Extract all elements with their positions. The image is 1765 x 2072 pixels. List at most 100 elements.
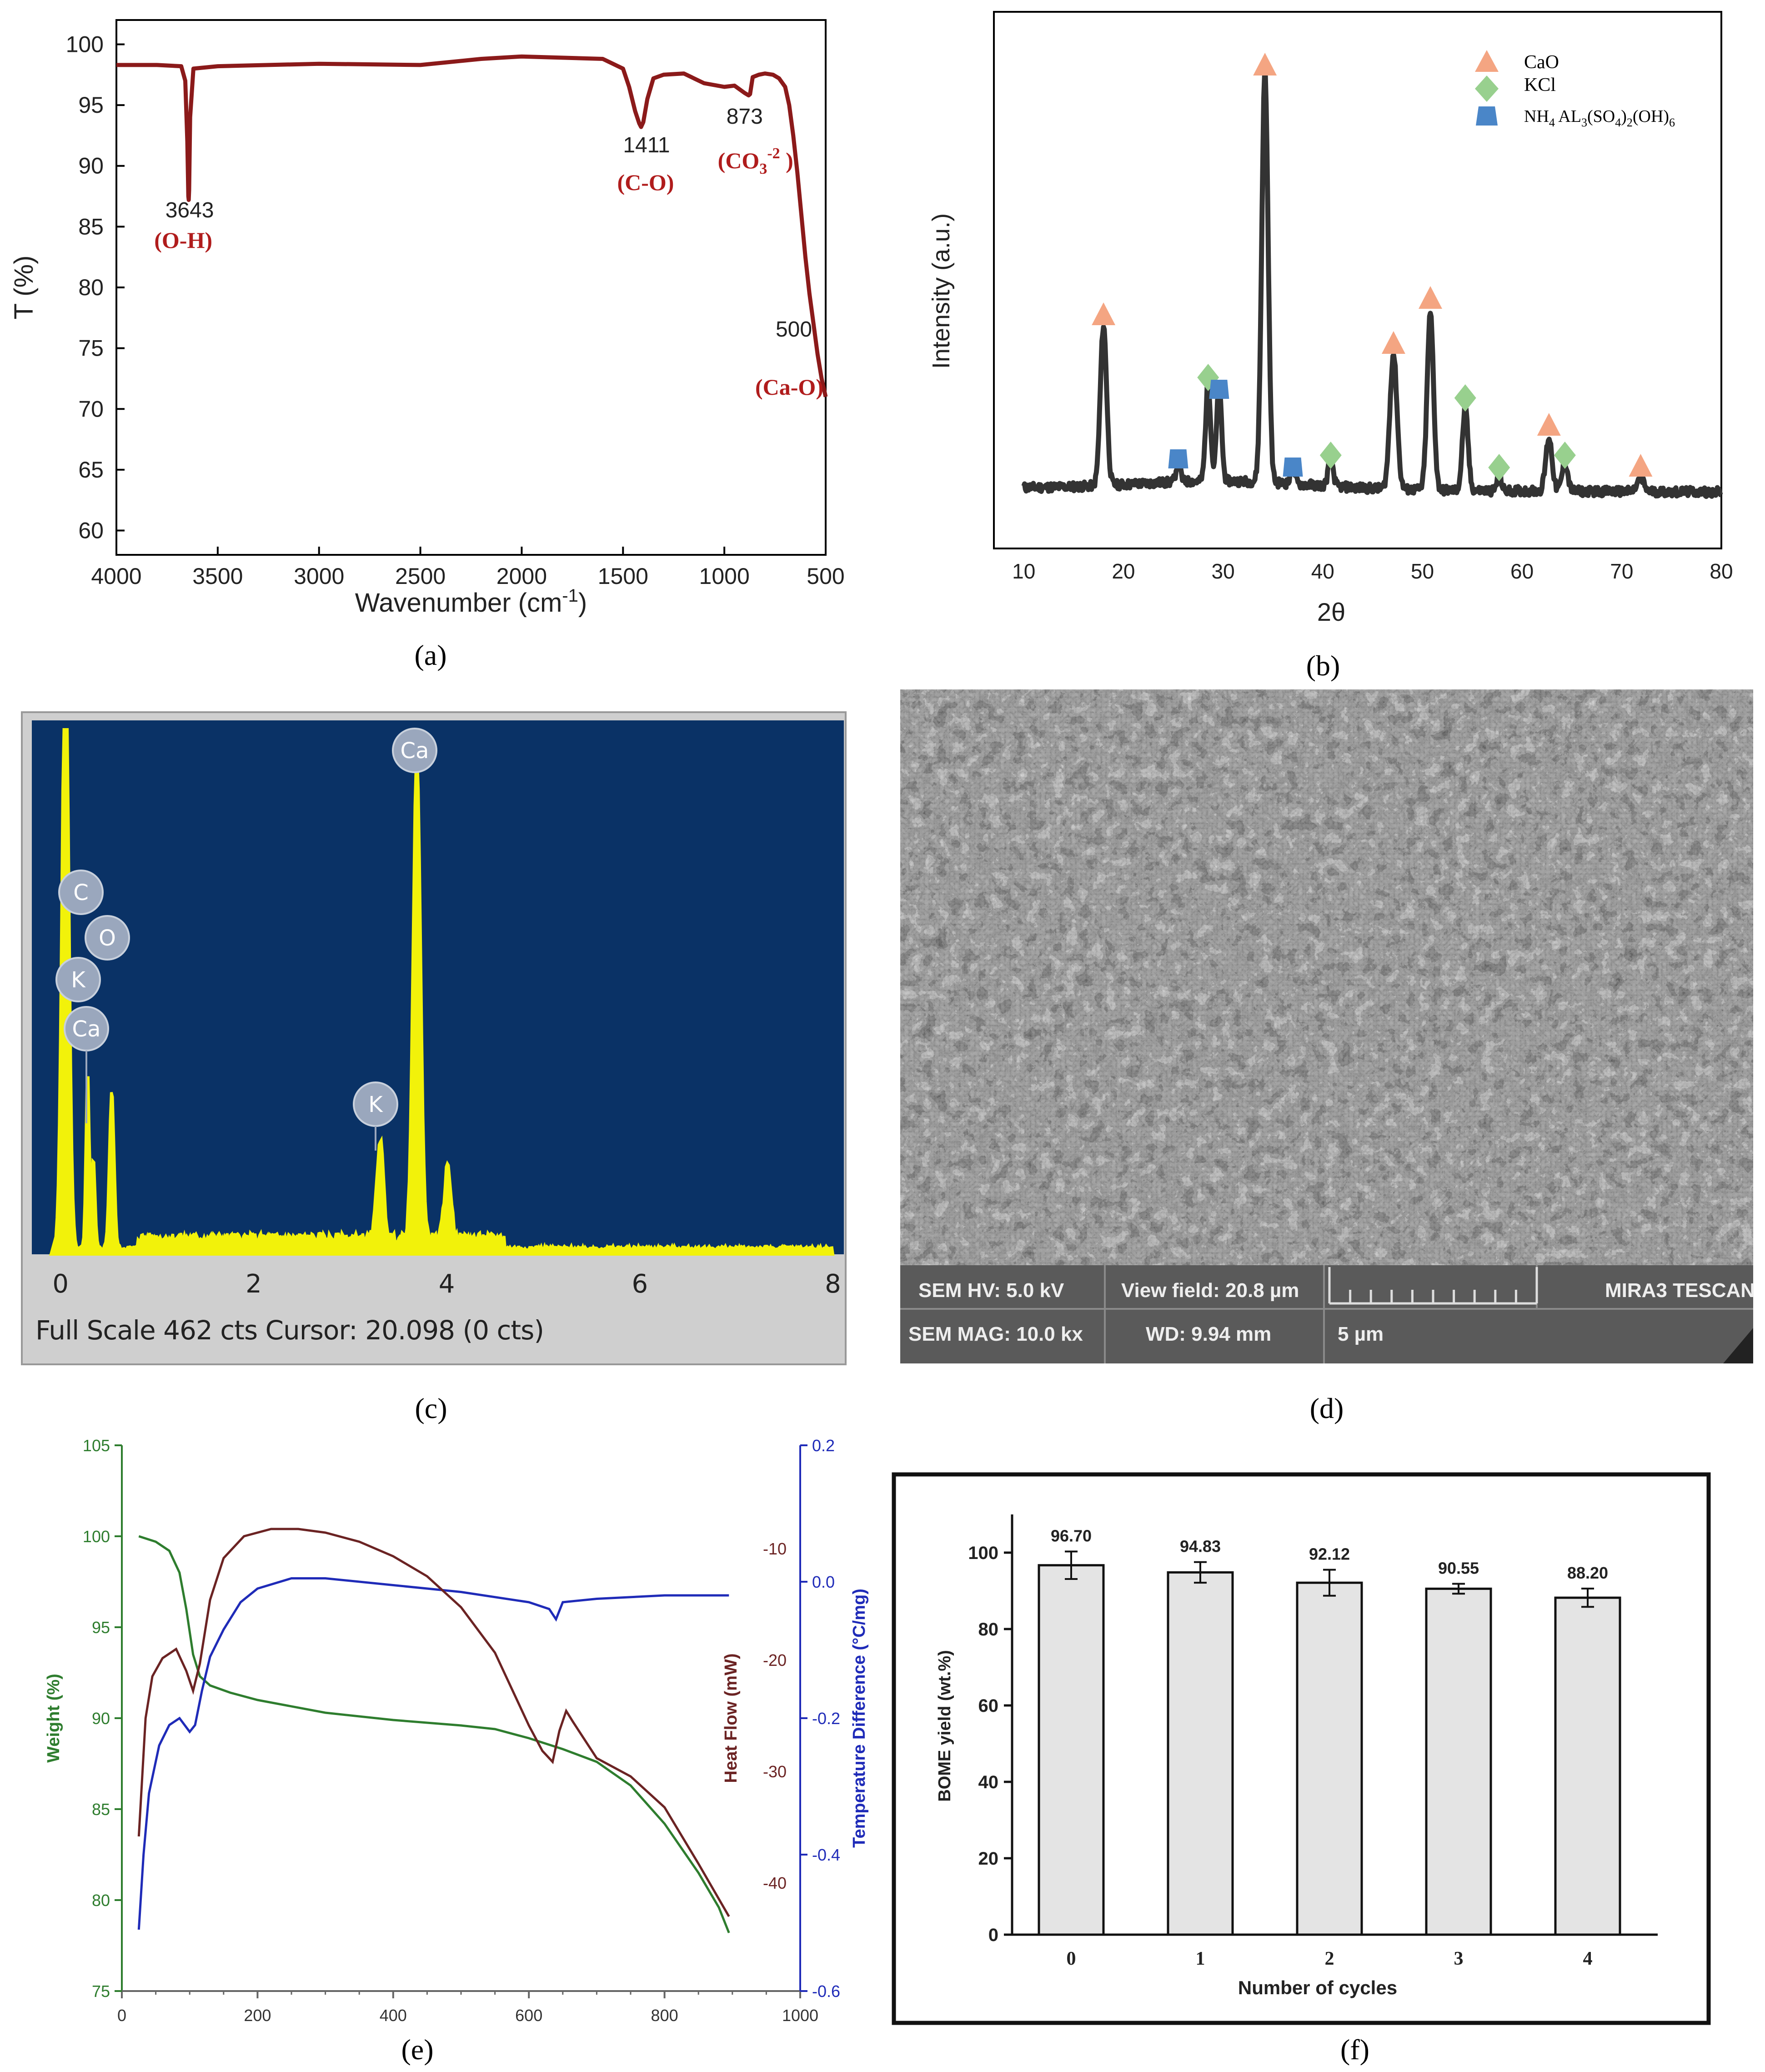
- bome-value-label: 96.70: [1051, 1526, 1092, 1545]
- eds-x-tick-label: 8: [825, 1269, 841, 1299]
- tga-x-tick-label: 400: [380, 2006, 407, 2025]
- ftir-x-tick-label: 1500: [598, 563, 648, 589]
- eds-x-tick-label: 6: [632, 1269, 648, 1299]
- panel-label-c: (c): [415, 1392, 447, 1424]
- ftir-y-tick-label: 70: [78, 396, 104, 422]
- tga-heat-flow-tick-label: -40: [763, 1874, 787, 1892]
- tga-heat-flow-tick-label: -10: [763, 1539, 787, 1558]
- legend-cao-marker: [1475, 50, 1499, 72]
- xrd-cao-marker: [1629, 454, 1653, 477]
- eds-element-badge: [55, 957, 101, 1002]
- panel-label-b: (b): [1306, 649, 1340, 682]
- ftir-x-tick-label: 3500: [192, 563, 243, 589]
- eds-element-badge: [58, 870, 104, 915]
- bome-y-tick-label: 100: [968, 1543, 998, 1563]
- eds-element-label: K: [368, 1092, 383, 1117]
- panel-label-a: (a): [414, 639, 446, 671]
- eds-element-label: C: [73, 880, 89, 905]
- xrd-pattern-line: [1021, 71, 1723, 499]
- bome-value-label: 88.20: [1567, 1564, 1608, 1582]
- bome-y-tick-label: 0: [988, 1925, 998, 1945]
- eds-element-label: O: [99, 925, 116, 951]
- tga-x-tick-label: 800: [651, 2006, 678, 2025]
- bome-x-axis-label: Number of cycles: [1238, 1977, 1397, 1998]
- tga-heat-flow-tick-label: -20: [763, 1651, 787, 1670]
- bome-y-tick-label: 20: [978, 1849, 999, 1869]
- ftir-y-axis-label: T (%): [9, 256, 39, 320]
- xrd-cao-marker: [1092, 302, 1116, 325]
- xrd-chart: 10 20 30 40 50 60 70 80 2θ Intensity (a.u.) CaO…: [928, 11, 1733, 626]
- sem-image: SEM HV: 5.0 kV View field: 20.8 µm MIRA3…: [900, 689, 1755, 1363]
- sem-wd: WD: 9.94 mm: [1146, 1323, 1271, 1345]
- xrd-legend: CaO KCl NH4 AL3(SO4)2(OH)6: [1475, 50, 1675, 129]
- bome-bar: [1296, 1581, 1363, 1936]
- ftir-peak-assignment: (CO3-2 ): [718, 145, 793, 177]
- tga-temperature-axis-label: Temperature Difference (°C/mg): [850, 1589, 869, 1848]
- tga-temperature-difference-curve: [137, 1577, 729, 1930]
- xrd-cao-marker: [1381, 331, 1405, 354]
- ftir-x-axis-label: Wavenumber (cm-1): [355, 586, 587, 618]
- bome-yield-chart: 0 20 40 60 80 100 96.70 0 94.83 1 92.12 2 90.55 3 88.…: [892, 1472, 1711, 2025]
- xrd-cao-marker: [1537, 413, 1561, 436]
- bome-bar: [1167, 1571, 1234, 1936]
- sem-mag: SEM MAG: 10.0 kx: [908, 1323, 1083, 1345]
- tga-chart: 0 200 400 600 800 1000 105 100 95 90 85 80 75 0.2 0.0 -…: [44, 1436, 869, 2025]
- xrd-kcl-marker: [1488, 454, 1510, 481]
- bome-bar: [1038, 1564, 1105, 1936]
- sem-corner-mark: [1723, 1328, 1753, 1363]
- bome-value-label: 90.55: [1438, 1559, 1479, 1577]
- tga-weight-curve: [138, 1535, 730, 1933]
- eds-spectrum-line: [49, 728, 835, 1256]
- xrd-x-axis-label: 2θ: [1317, 598, 1345, 626]
- ftir-x-tick-label: 4000: [91, 563, 141, 589]
- ftir-x-tick-label: 2500: [395, 563, 446, 589]
- bome-category-label: 4: [1583, 1948, 1593, 1969]
- tga-x-tick-label: 1000: [782, 2006, 818, 2025]
- eds-x-tick-label: 0: [52, 1269, 69, 1299]
- legend-kcl-marker: [1475, 75, 1499, 102]
- ftir-x-tick-label: 500: [807, 563, 844, 589]
- sem-hv: SEM HV: 5.0 kV: [918, 1279, 1064, 1302]
- tga-weight-tick-label: 95: [92, 1618, 110, 1637]
- legend-cao-label: CaO: [1524, 52, 1559, 73]
- tga-temp-tick-label: -0.6: [812, 1982, 840, 2001]
- bome-category-label: 0: [1067, 1948, 1076, 1969]
- eds-element-badge: [392, 728, 437, 773]
- ftir-peak-assignment: (O-H): [154, 227, 212, 253]
- panel-label-f: (f): [1340, 2033, 1369, 2066]
- sem-view-field: View field: 20.8 µm: [1121, 1279, 1299, 1302]
- tga-x-tick-label: 200: [244, 2006, 271, 2025]
- ftir-peak-value: 873: [727, 105, 763, 129]
- bome-outer-frame: [892, 1472, 1711, 2025]
- legend-nh4-label: NH4 AL3(SO4)2(OH)6: [1524, 107, 1675, 129]
- ftir-y-tick-label: 85: [78, 214, 104, 239]
- ftir-peak-assignment: (Ca-O): [755, 374, 823, 400]
- tga-heat-flow-curve: [137, 1528, 730, 1917]
- ftir-peak-value: 500: [776, 317, 812, 342]
- legend-nh4-marker: [1476, 106, 1498, 126]
- bome-bar: [1554, 1596, 1621, 1936]
- ftir-spectrum-line: [116, 54, 828, 397]
- xrd-x-tick-label: 80: [1710, 559, 1733, 583]
- sem-micrograph-texture: [900, 689, 1753, 1265]
- bome-value-label: 94.83: [1180, 1537, 1221, 1556]
- eds-status-footer: Full Scale 462 cts Cursor: 20.098 (0 cts…: [35, 1315, 544, 1346]
- xrd-kcl-marker: [1319, 442, 1342, 469]
- xrd-x-tick-label: 10: [1012, 559, 1035, 583]
- bome-bar: [1425, 1587, 1492, 1936]
- sem-scale-bar: [1328, 1267, 1538, 1305]
- eds-element-label: Ca: [401, 738, 429, 764]
- xrd-kcl-marker: [1554, 442, 1576, 469]
- xrd-cao-marker: [1253, 53, 1277, 75]
- xrd-x-tick-label: 40: [1311, 559, 1334, 583]
- legend-kcl-label: KCl: [1524, 75, 1556, 96]
- ftir-peak-assignment: (C-O): [617, 170, 674, 195]
- ftir-x-tick-label: 2000: [496, 563, 547, 589]
- tga-x-tick-label: 0: [117, 2006, 126, 2025]
- sem-scale-label: 5 µm: [1338, 1323, 1384, 1345]
- sem-info-bar: [900, 1265, 1753, 1363]
- xrd-nh4-marker: [1283, 458, 1303, 477]
- xrd-x-tick-label: 60: [1510, 559, 1534, 583]
- bome-value-label: 92.12: [1309, 1545, 1350, 1564]
